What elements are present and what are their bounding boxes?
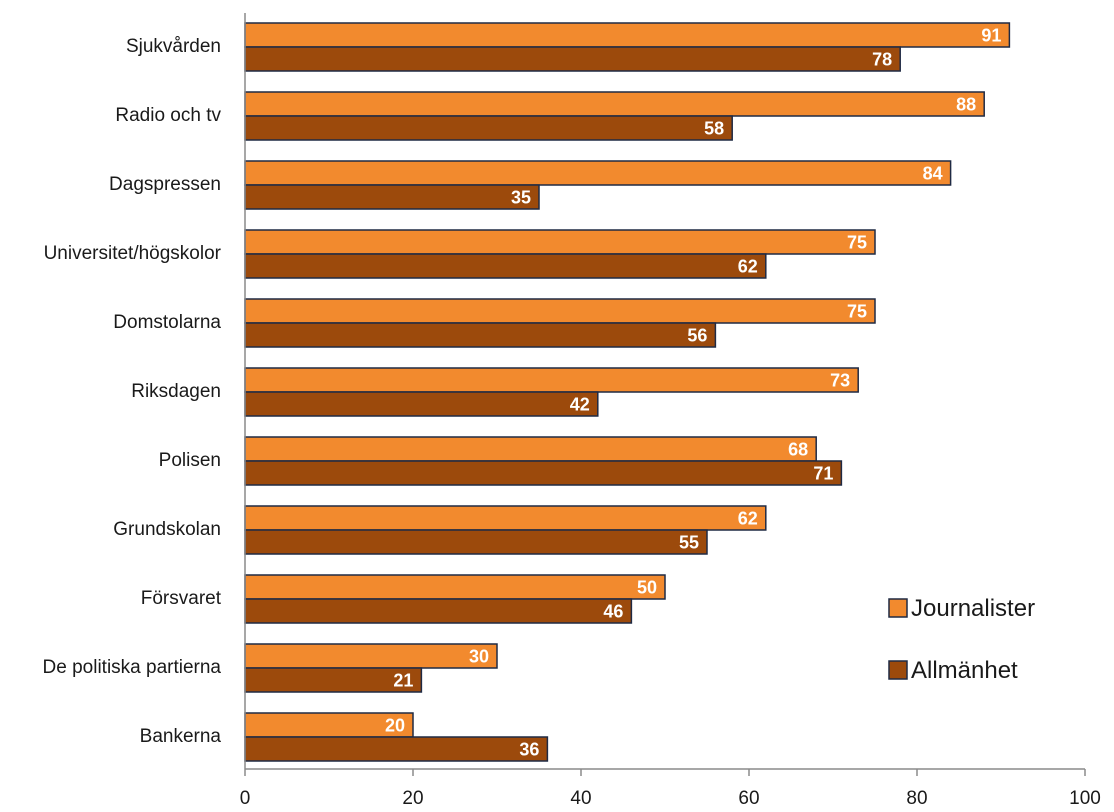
bar-journalister: [244, 22, 1011, 48]
data-label: 75: [847, 233, 867, 253]
category-label: Domstolarna: [113, 312, 221, 333]
data-label: 78: [872, 50, 892, 70]
data-label: 88: [956, 95, 976, 115]
data-label: 20: [385, 716, 405, 736]
bar-allmanhet: [244, 529, 708, 555]
category-label: Grundskolan: [113, 519, 221, 540]
category-labels-layer: Sjukvården Radio och tv Dagspressen Univers…: [43, 36, 222, 747]
x-tick-label: 100: [1069, 788, 1101, 809]
data-label: 84: [923, 164, 943, 184]
data-label: 62: [738, 509, 758, 529]
data-label: 56: [687, 326, 707, 346]
bars-layer: [244, 22, 1011, 762]
legend-label: Allmänhet: [911, 657, 1018, 684]
bar-journalister: [244, 643, 498, 669]
bar-allmanhet: [244, 460, 843, 486]
bar-journalister: [244, 574, 666, 600]
bar-allmanhet: [244, 598, 633, 624]
data-label: 58: [704, 119, 724, 139]
legend-swatch: [888, 598, 908, 618]
x-tick-label: 20: [402, 788, 423, 809]
bar-allmanhet: [244, 322, 717, 348]
data-label: 30: [469, 647, 489, 667]
bar-journalister: [244, 298, 876, 324]
data-label: 36: [519, 740, 539, 760]
bar-journalister: [244, 505, 767, 531]
data-label: 50: [637, 578, 657, 598]
category-label: Radio och tv: [115, 105, 221, 126]
x-tick-label: 60: [738, 788, 759, 809]
bar-allmanhet: [244, 46, 901, 72]
legend: Journalister Allmänhet: [888, 595, 1035, 684]
axes-layer: [244, 13, 1086, 776]
category-label: Bankerna: [140, 726, 222, 747]
category-label: Riksdagen: [131, 381, 221, 402]
data-label: 21: [393, 671, 413, 691]
legend-label: Journalister: [911, 595, 1035, 622]
bar-allmanhet: [244, 391, 599, 417]
category-label: Försvaret: [141, 588, 222, 609]
bar-journalister: [244, 229, 876, 255]
bar-journalister: [244, 436, 817, 462]
category-label: Sjukvården: [126, 36, 221, 57]
bar-journalister: [244, 160, 952, 186]
bar-allmanhet: [244, 184, 540, 210]
x-tick-label: 80: [906, 788, 927, 809]
data-label: 42: [570, 395, 590, 415]
x-tick-label: 0: [240, 788, 251, 809]
category-label: Polisen: [159, 450, 221, 471]
category-label: Dagspressen: [109, 174, 221, 195]
data-label: 68: [788, 440, 808, 460]
data-label: 46: [603, 602, 623, 622]
tick-labels-layer: 0 20 40 60 80 100: [240, 788, 1101, 809]
data-label: 62: [738, 257, 758, 277]
bar-journalister: [244, 91, 985, 117]
category-label: De politiska partierna: [43, 657, 222, 678]
legend-swatch: [888, 660, 908, 680]
data-label: 55: [679, 533, 699, 553]
bar-journalister: [244, 367, 859, 393]
category-label: Universitet/högskolor: [44, 243, 222, 264]
bar-allmanhet: [244, 736, 549, 762]
data-label: 71: [813, 464, 833, 484]
data-label: 35: [511, 188, 531, 208]
bar-allmanhet: [244, 115, 733, 141]
data-label: 73: [830, 371, 850, 391]
data-label: 75: [847, 302, 867, 322]
x-tick-label: 40: [570, 788, 591, 809]
bar-allmanhet: [244, 253, 767, 279]
data-label: 91: [981, 26, 1001, 46]
